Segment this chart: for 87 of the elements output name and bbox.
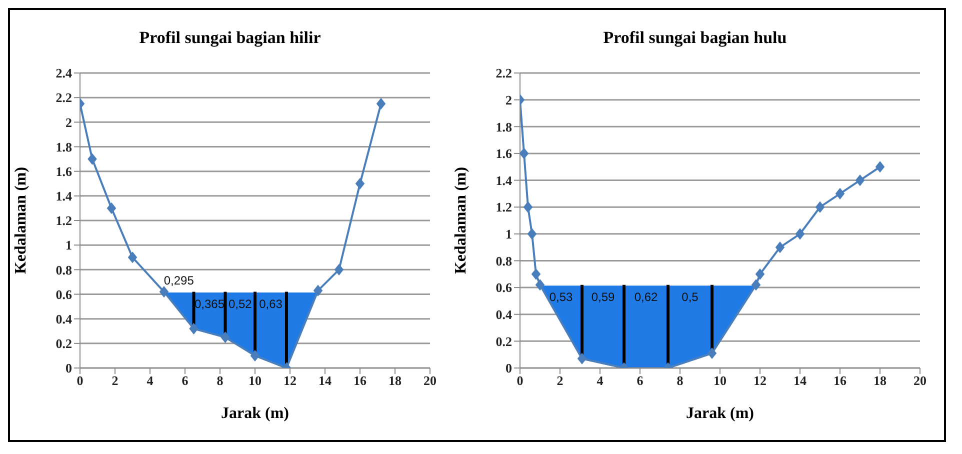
y-tick-label: 2.2 <box>496 66 512 81</box>
point <box>356 178 364 190</box>
point <box>796 228 804 240</box>
point <box>520 148 528 159</box>
x-tick-label: 4 <box>596 373 604 388</box>
y-tick-label: 1.4 <box>496 172 512 188</box>
y-tick-label: 1.4 <box>56 188 72 204</box>
y-tick-label: 0.4 <box>496 306 512 322</box>
y-tick-label: 1.8 <box>56 139 72 154</box>
x-tick-label: 6 <box>636 373 644 388</box>
x-tick-label: 14 <box>794 373 807 388</box>
x-tick-label: 8 <box>676 373 684 388</box>
annotation: 0,62 <box>634 290 658 304</box>
y-tick-label: 0 <box>506 360 512 376</box>
point <box>756 268 764 280</box>
x-tick-label: 10 <box>248 373 262 388</box>
x-tick-label: 4 <box>146 373 154 388</box>
y-tick-label: 2.2 <box>56 90 72 106</box>
point <box>128 252 137 263</box>
y-tick-label: 1 <box>66 238 72 253</box>
annotation: 0,53 <box>549 290 573 304</box>
x-tick-label: 0 <box>516 373 524 388</box>
point <box>250 350 260 362</box>
annotation: 0,295 <box>164 273 194 288</box>
y-tick-label: 1 <box>506 226 512 242</box>
chart-title: Profil sungai bagian hilir <box>139 28 321 49</box>
point <box>334 264 344 276</box>
y-tick-label: 1.6 <box>496 146 512 162</box>
x-tick-label: 8 <box>216 373 224 388</box>
point <box>816 202 824 213</box>
x-tick-label: 6 <box>182 373 189 388</box>
annotation: 0,63 <box>259 296 283 311</box>
y-tick-label: 0.8 <box>496 253 512 268</box>
y-tick-label: 0.2 <box>496 334 512 349</box>
point <box>708 348 716 359</box>
annotation: 0,59 <box>591 290 615 304</box>
point <box>376 98 386 110</box>
point <box>189 323 198 334</box>
x-tick-label: 16 <box>834 373 847 388</box>
point <box>776 242 784 253</box>
chart-title: Profil sungai bagian hulu <box>603 28 787 49</box>
x-tick-label: 12 <box>284 373 296 388</box>
x-tick-label: 10 <box>714 373 726 388</box>
x-tick-label: 14 <box>318 373 332 388</box>
x-tick-label: 16 <box>354 373 367 388</box>
point <box>314 285 322 296</box>
x-tick-label: 2 <box>112 373 118 388</box>
x-axis-title: Jarak (m) <box>221 405 289 422</box>
y-tick-label: 1.6 <box>56 164 72 179</box>
y-tick-label: 2 <box>66 114 72 130</box>
x-tick-label: 0 <box>76 373 84 388</box>
point <box>752 279 760 290</box>
y-tick-label: 0 <box>66 360 72 376</box>
y-axis-title: Kedalaman (m) <box>12 166 30 274</box>
point <box>528 228 536 240</box>
y-tick-label: 2.4 <box>56 66 72 81</box>
annotation: 0,52 <box>228 296 252 311</box>
annotation: 0,5 <box>682 290 699 304</box>
y-tick-label: 0.4 <box>56 311 72 326</box>
point <box>532 268 540 280</box>
y-tick-label: 0.2 <box>56 336 72 352</box>
point <box>107 202 116 214</box>
x-tick-label: 18 <box>874 373 887 388</box>
point <box>220 332 230 343</box>
y-tick-label: 0.6 <box>496 280 512 296</box>
point <box>160 286 168 298</box>
y-tick-label: 1.2 <box>56 213 72 228</box>
point <box>536 279 544 290</box>
y-tick-label: 1.2 <box>496 200 512 215</box>
y-tick-label: 0.6 <box>56 286 72 302</box>
x-tick-label: 20 <box>914 373 926 388</box>
y-axis-title: Kedalaman (m) <box>452 166 470 274</box>
annotation: 0,365 <box>194 296 225 311</box>
x-tick-label: 12 <box>754 373 766 388</box>
point <box>876 161 884 172</box>
y-tick-label: 1.8 <box>496 119 512 134</box>
point <box>856 174 864 186</box>
point <box>578 353 586 364</box>
x-axis-title: Jarak (m) <box>686 405 754 422</box>
x-tick-label: 20 <box>424 373 436 388</box>
y-tick-label: 2 <box>506 92 512 108</box>
point <box>88 154 97 165</box>
y-tick-label: 0.8 <box>56 262 72 278</box>
x-tick-label: 2 <box>556 373 564 388</box>
point <box>524 202 532 213</box>
x-tick-label: 18 <box>388 373 402 388</box>
point <box>836 188 844 200</box>
